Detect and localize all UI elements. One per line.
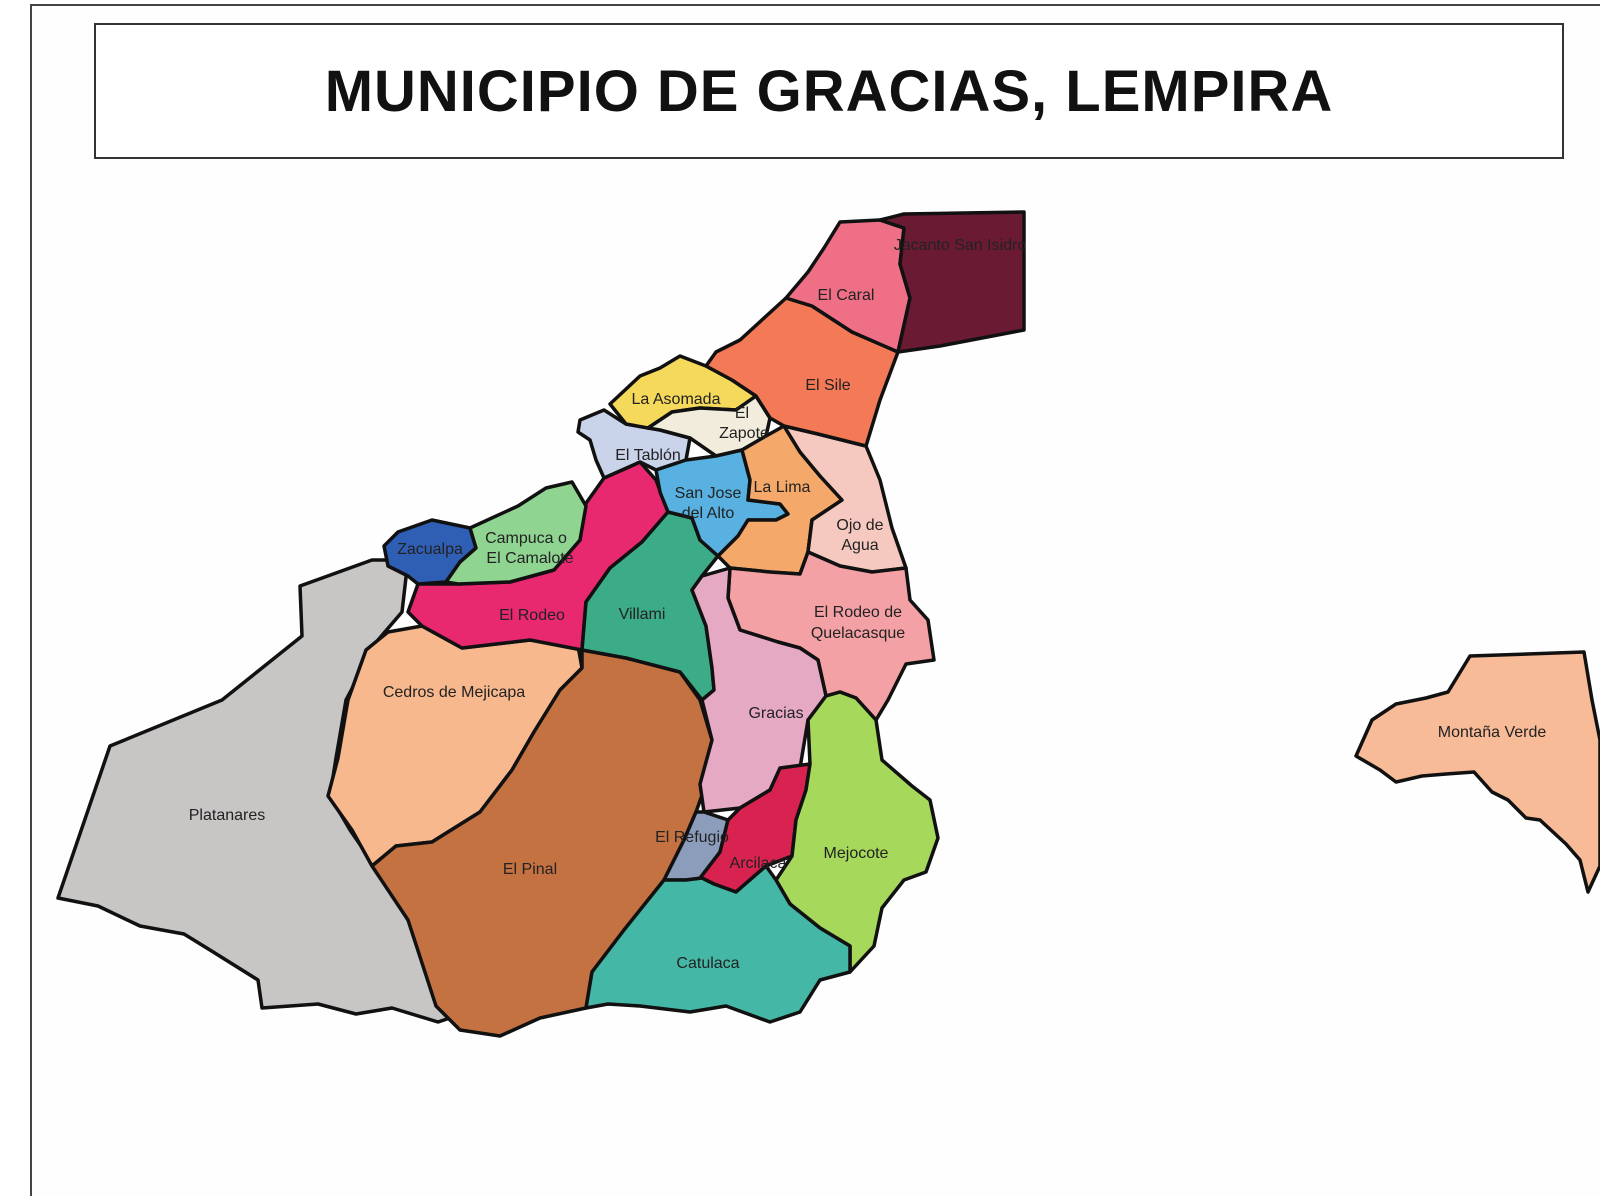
label-villami: Villami bbox=[619, 606, 666, 623]
label-el-sile: El Sile bbox=[805, 377, 850, 394]
title-box: MUNICIPIO DE GRACIAS, LEMPIRA bbox=[94, 23, 1564, 159]
label-el-pinal: El Pinal bbox=[503, 861, 557, 878]
region-campuca[interactable] bbox=[444, 480, 588, 586]
label-el-zapote-line1: El bbox=[735, 405, 749, 422]
label-el-zapote-line2: Zapote bbox=[719, 425, 769, 442]
label-gracias: Gracias bbox=[748, 705, 803, 722]
label-campuca-line2: El Camalote bbox=[486, 550, 573, 567]
map-title: MUNICIPIO DE GRACIAS, LEMPIRA bbox=[324, 58, 1334, 124]
label-platanares: Platanares bbox=[189, 807, 266, 824]
label-el-tablon: El Tablón bbox=[615, 447, 681, 464]
region-mejocote[interactable] bbox=[774, 690, 940, 974]
region-montana-verde[interactable] bbox=[1354, 650, 1600, 894]
label-el-rodeo-de-quelacasque-line2: Quelacasque bbox=[811, 625, 905, 642]
region-catulaca[interactable] bbox=[584, 864, 852, 1024]
label-arcilaca: Arcilaca bbox=[730, 855, 787, 872]
label-el-rodeo-de-quelacasque-line1: El Rodeo de bbox=[814, 604, 902, 621]
label-catulaca: Catulaca bbox=[676, 955, 739, 972]
label-montana-verde: Montaña Verde bbox=[1438, 724, 1547, 741]
label-zacualpa: Zacualpa bbox=[397, 541, 463, 558]
label-cedros-de-mejicapa: Cedros de Mejicapa bbox=[383, 684, 525, 701]
region-jacanto-san-isidro[interactable] bbox=[878, 210, 1026, 354]
label-san-jose-line1: San Jose bbox=[675, 485, 742, 502]
label-el-rodeo: El Rodeo bbox=[499, 607, 565, 624]
label-jacanto-san-isidro: Jacanto San Isidro bbox=[894, 237, 1027, 254]
label-el-refugio: El Refugio bbox=[655, 829, 729, 846]
region-el-zapote[interactable] bbox=[646, 394, 772, 458]
label-ojo-de-agua-line2: Agua bbox=[841, 537, 878, 554]
label-ojo-de-agua-line1: Ojo de bbox=[836, 517, 883, 534]
label-la-asomada: La Asomada bbox=[632, 391, 721, 408]
label-el-caral: El Caral bbox=[818, 287, 875, 304]
label-campuca-line1: Campuca o bbox=[485, 530, 567, 547]
label-mejocote: Mejocote bbox=[824, 845, 889, 862]
label-san-jose-line2: del Alto bbox=[682, 505, 735, 522]
label-la-lima: La Lima bbox=[754, 479, 811, 496]
